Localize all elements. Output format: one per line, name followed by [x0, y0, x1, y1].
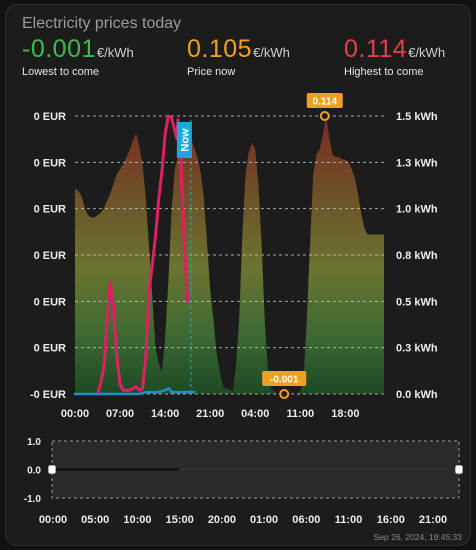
- lowest-price-stat: -0.001€/kWh Lowest to come: [22, 35, 134, 78]
- highest-price-value: 0.114: [344, 35, 408, 63]
- lowest-price-unit: €/kWh: [96, 45, 134, 60]
- highest-price-unit: €/kWh: [408, 45, 446, 60]
- highest-price-stat: 0.114€/kWh Highest to come: [344, 35, 445, 78]
- lowest-price-value: -0.001: [22, 35, 96, 63]
- current-price-value: 0.105: [187, 35, 253, 63]
- current-price-unit: €/kWh: [253, 45, 290, 60]
- lowest-price-label: Lowest to come: [22, 66, 100, 78]
- current-price-stat: 0.105€/kWh Price now: [187, 35, 290, 78]
- electricity-prices-card: Electricity prices today -0.001€/kWh Low…: [5, 4, 471, 546]
- current-price-label: Price now: [187, 66, 236, 78]
- highest-price-label: Highest to come: [344, 66, 424, 78]
- card-title: Electricity prices today: [22, 15, 182, 32]
- updated-timestamp: Sep 26, 2024, 19:45:33: [373, 532, 462, 542]
